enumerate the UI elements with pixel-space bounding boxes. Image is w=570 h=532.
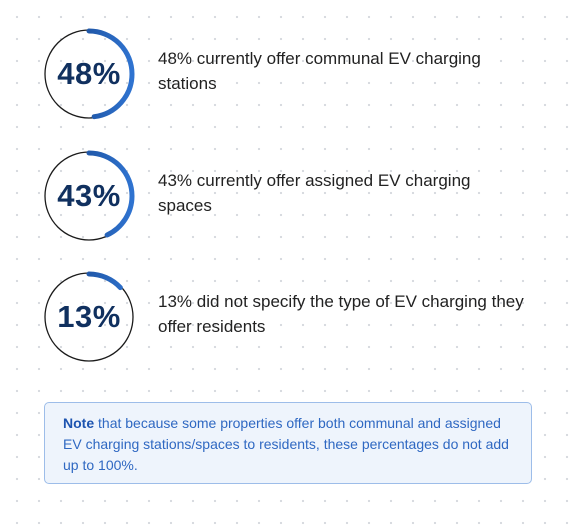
note-text: that because some properties offer both … [63,415,509,473]
progress-ring: 43% [42,149,136,243]
stat-description: 13% did not specify the type of EV charg… [158,292,524,336]
stat-description: 48% currently offer communal EV charging… [158,49,481,93]
stat-description: 43% currently offer assigned EV charging… [158,171,471,215]
progress-ring: 48% [42,27,136,121]
stat-value: 48% [57,56,121,91]
note-label: Note [63,415,95,431]
stat-value: 13% [57,299,121,334]
progress-ring-graphic [43,150,135,242]
stat-communal-stations: 48% 48% currently offer communal EV char… [42,27,542,123]
progress-ring: 13% [42,270,136,364]
stat-assigned-spaces: 43% 43% currently offer assigned EV char… [42,149,542,245]
ring-arc [43,271,135,363]
ring-arc [43,28,135,120]
progress-ring-graphic [43,271,135,363]
note-box: Note that because some properties offer … [44,402,532,484]
stat-unspecified-type: 13% 13% did not specify the type of EV c… [42,270,542,366]
progress-ring-graphic [43,28,135,120]
stat-value: 43% [57,178,121,213]
ring-arc [43,150,135,242]
